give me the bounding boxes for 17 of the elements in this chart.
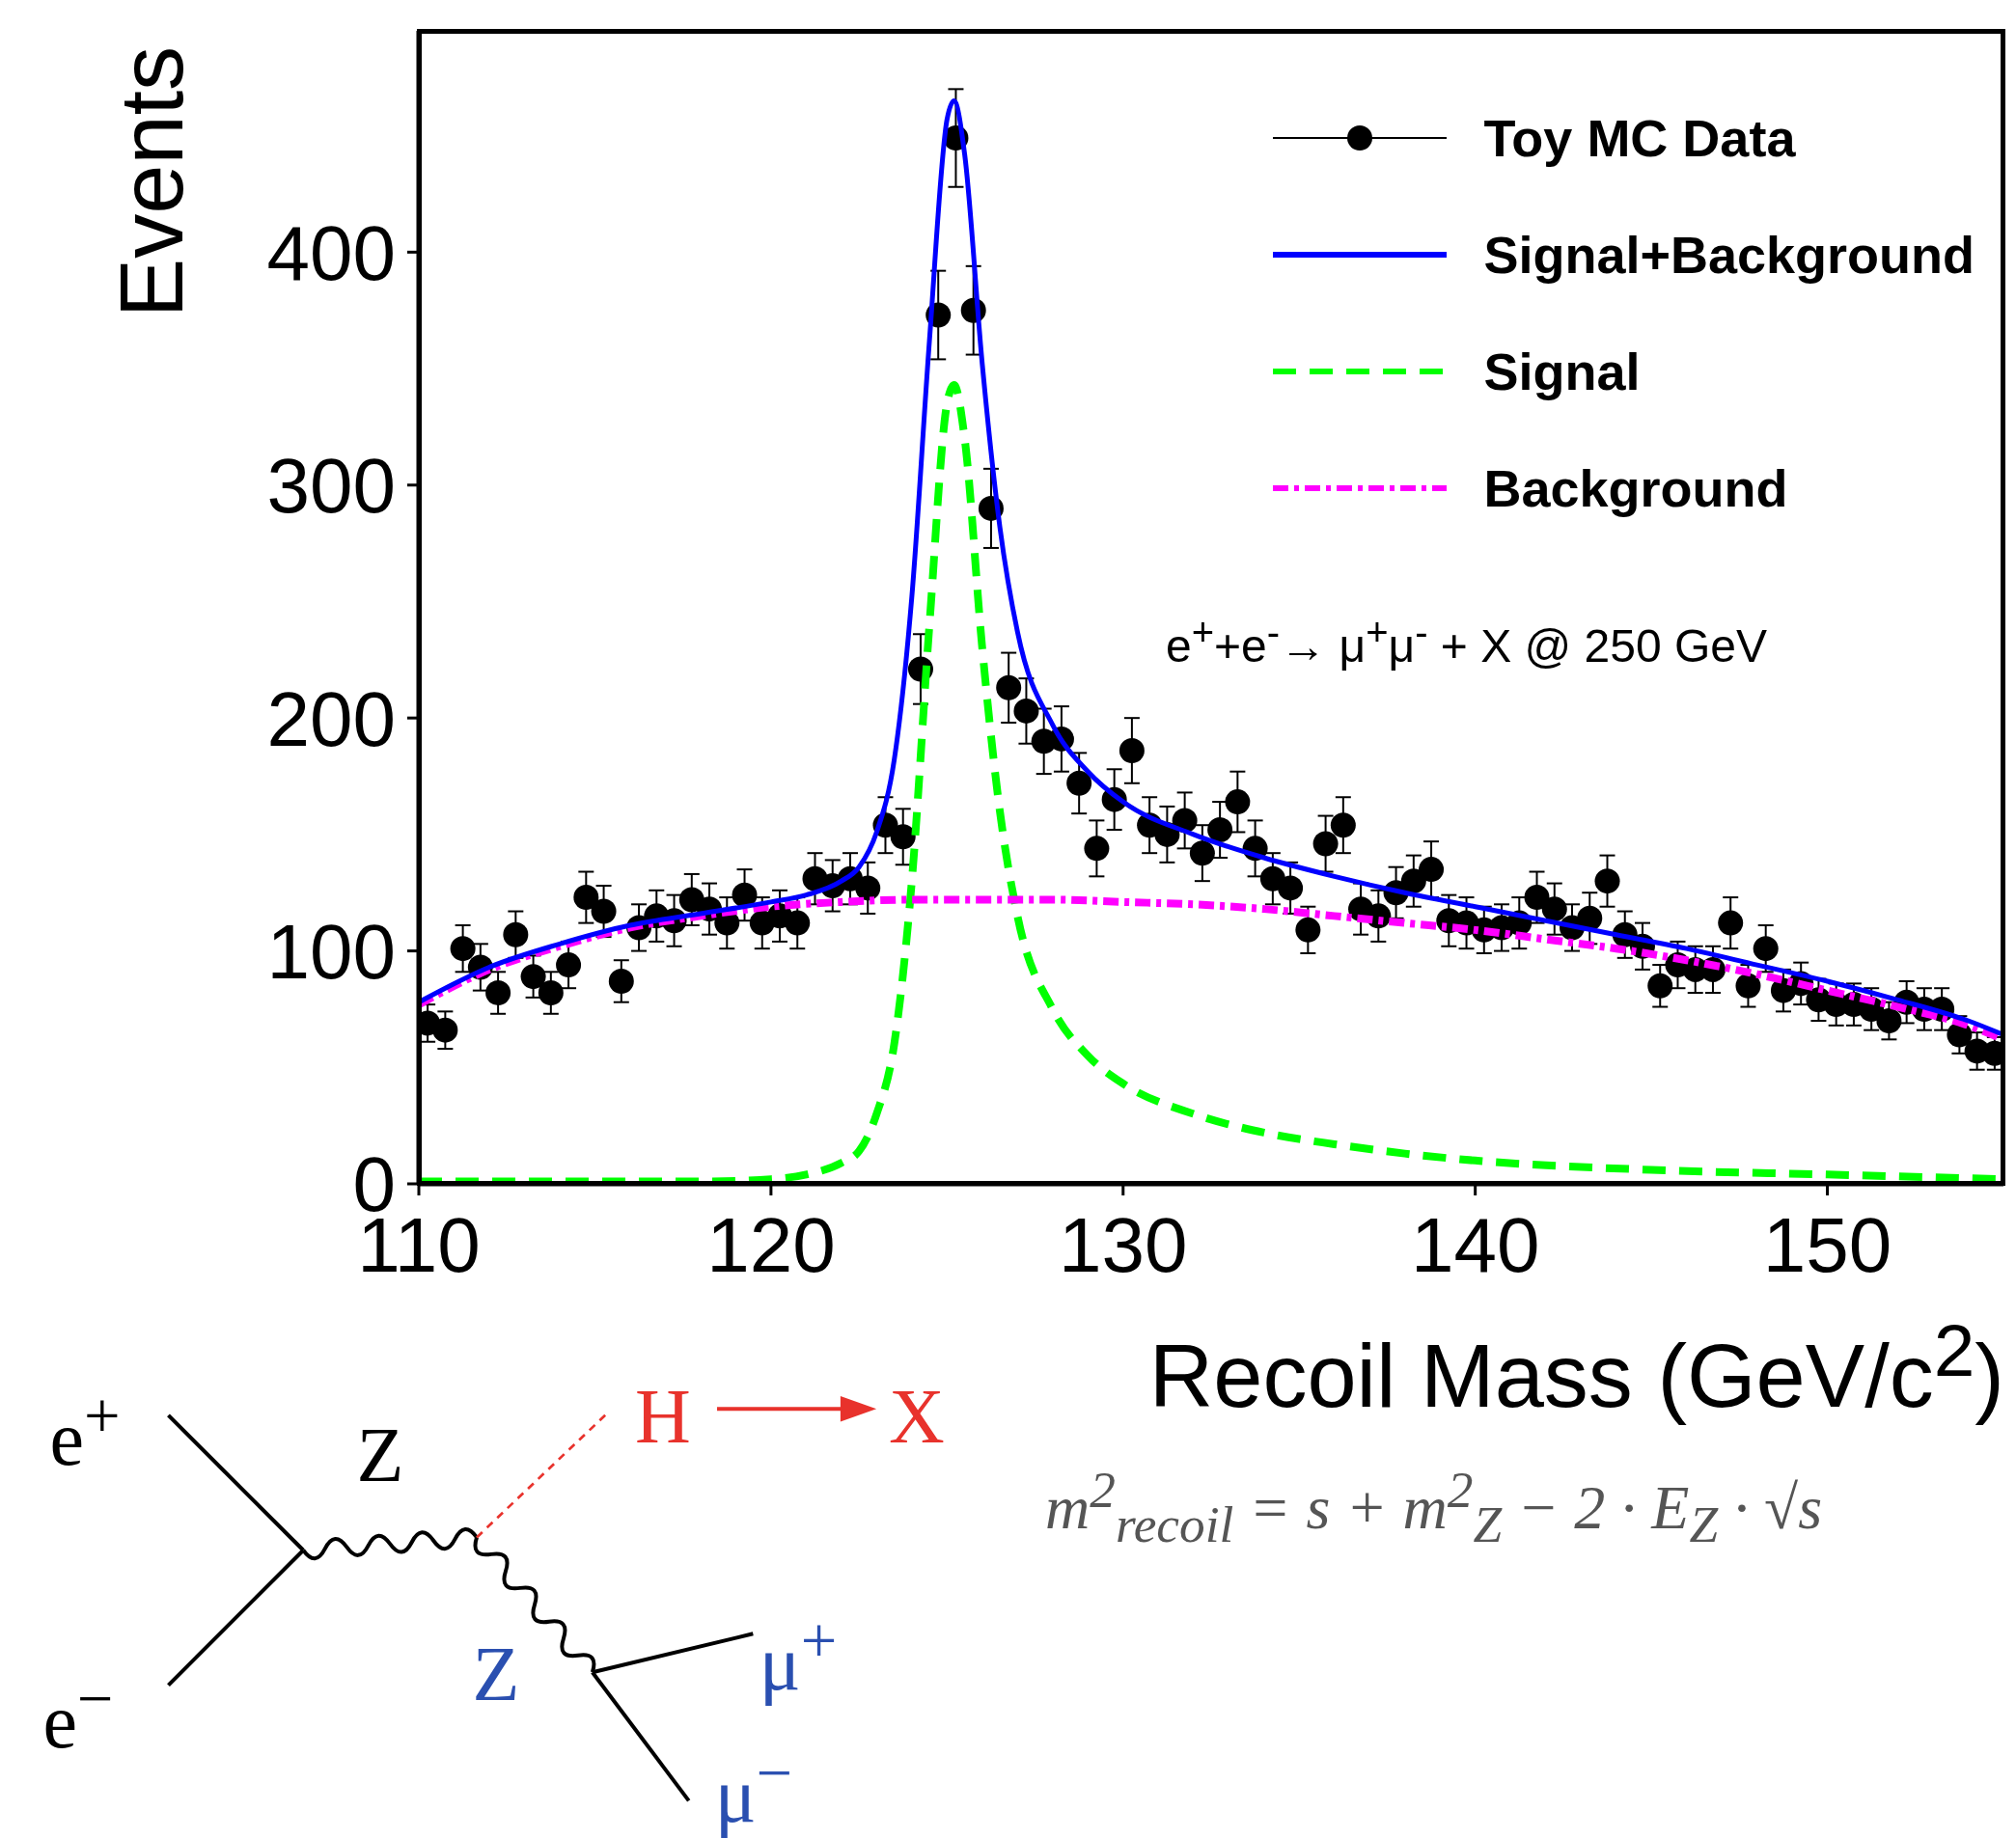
- legend-label: Toy MC Data: [1483, 107, 1796, 168]
- y-tick-label: 400: [266, 209, 396, 296]
- x-tick-label: 120: [706, 1201, 836, 1288]
- y-axis-title: Events: [101, 45, 203, 317]
- legend-label: Background: [1483, 457, 1788, 518]
- legend-label: Signal: [1483, 341, 1641, 401]
- y-tick-label: 100: [266, 908, 396, 995]
- x-tick-label: 140: [1410, 1201, 1540, 1288]
- y-tick-label: 300: [266, 443, 396, 530]
- legend-label: Signal+Background: [1483, 224, 1975, 285]
- x-tick-label: 150: [1762, 1201, 1892, 1288]
- y-tick-label: 200: [266, 675, 396, 762]
- text: e$^{+}$+e$^{-}$→ μ$^{+}$μ$^{-}$ + X @ 250 GeV: [1166, 611, 1768, 672]
- x-axis-title: Recoil Mass (GeV/c$^{2}$): [1148, 1308, 2004, 1427]
- x-tick-label: 130: [1059, 1201, 1188, 1288]
- text: m$^{2}$$_{recoil}$ = s + m$^{2}$$_{Z}$ − 2 · E$_{Z}$ · √s: [1045, 1461, 1823, 1554]
- feynman-diagram: e$^{+}$ e$^{−}$ Z Z H X μ$^{+}$ μ$^{−}$: [41, 1373, 946, 1838]
